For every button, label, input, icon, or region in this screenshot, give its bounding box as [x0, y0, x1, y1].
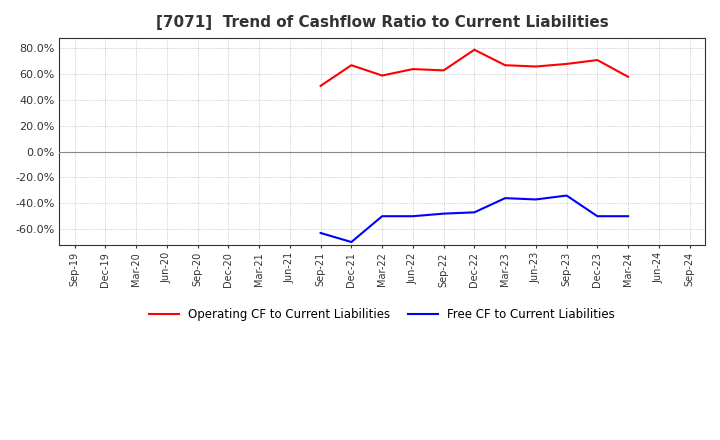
Free CF to Current Liabilities — [624, 213, 632, 219]
Free CF to Current Liabilities — [531, 197, 540, 202]
Title: [7071]  Trend of Cashflow Ratio to Current Liabilities: [7071] Trend of Cashflow Ratio to Curren… — [156, 15, 608, 30]
Free CF to Current Liabilities — [439, 211, 448, 216]
Free CF to Current Liabilities — [408, 213, 417, 219]
Operating CF to Current Liabilities — [562, 61, 571, 66]
Free CF to Current Liabilities — [347, 239, 356, 245]
Legend: Operating CF to Current Liabilities, Free CF to Current Liabilities: Operating CF to Current Liabilities, Fre… — [145, 303, 620, 326]
Line: Operating CF to Current Liabilities: Operating CF to Current Liabilities — [320, 50, 628, 86]
Free CF to Current Liabilities — [316, 231, 325, 236]
Operating CF to Current Liabilities — [593, 57, 602, 62]
Operating CF to Current Liabilities — [439, 68, 448, 73]
Free CF to Current Liabilities — [593, 213, 602, 219]
Operating CF to Current Liabilities — [501, 62, 510, 68]
Operating CF to Current Liabilities — [347, 62, 356, 68]
Operating CF to Current Liabilities — [624, 74, 632, 80]
Free CF to Current Liabilities — [562, 193, 571, 198]
Free CF to Current Liabilities — [470, 210, 479, 215]
Operating CF to Current Liabilities — [531, 64, 540, 69]
Operating CF to Current Liabilities — [316, 83, 325, 88]
Operating CF to Current Liabilities — [378, 73, 387, 78]
Operating CF to Current Liabilities — [470, 47, 479, 52]
Line: Free CF to Current Liabilities: Free CF to Current Liabilities — [320, 195, 628, 242]
Operating CF to Current Liabilities — [408, 66, 417, 72]
Free CF to Current Liabilities — [501, 195, 510, 201]
Free CF to Current Liabilities — [378, 213, 387, 219]
